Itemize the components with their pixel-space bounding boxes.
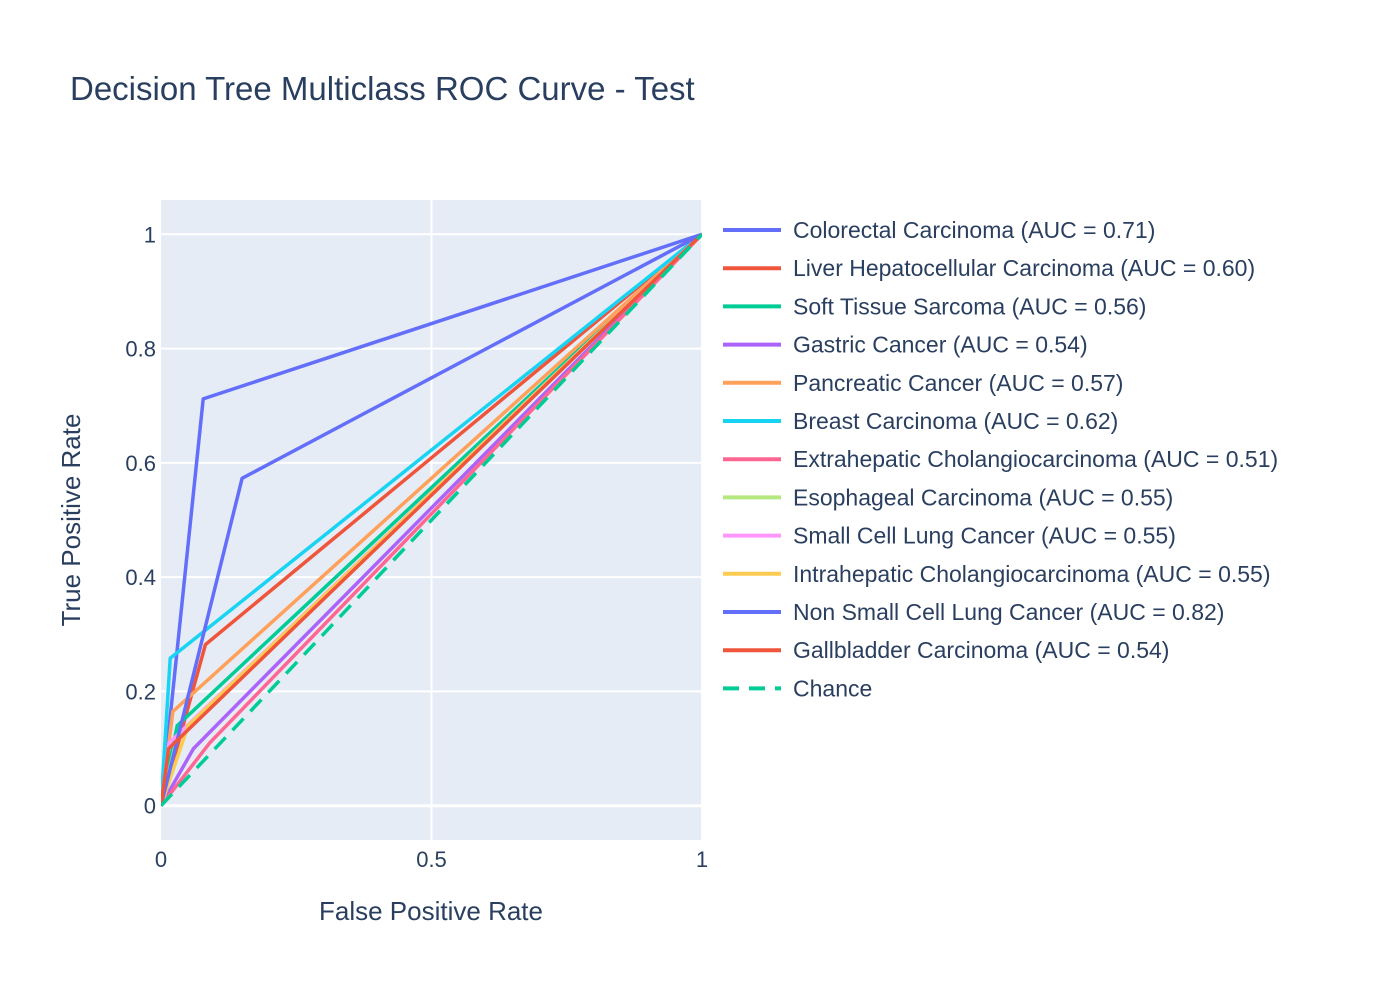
y-tick-label: 0.2	[125, 679, 156, 704]
legend-item[interactable]: Breast Carcinoma (AUC = 0.62)	[723, 408, 1118, 434]
legend-label: Breast Carcinoma (AUC = 0.62)	[793, 408, 1118, 434]
legend-item[interactable]: Pancreatic Cancer (AUC = 0.57)	[723, 370, 1123, 396]
legend-label: Chance	[793, 675, 872, 701]
chart-title: Decision Tree Multiclass ROC Curve - Tes…	[70, 70, 695, 107]
legend-label: Small Cell Lung Cancer (AUC = 0.55)	[793, 523, 1176, 549]
legend-item[interactable]: Gallbladder Carcinoma (AUC = 0.54)	[723, 637, 1169, 663]
legend-label: Pancreatic Cancer (AUC = 0.57)	[793, 370, 1123, 396]
legend-item[interactable]: Small Cell Lung Cancer (AUC = 0.55)	[723, 523, 1176, 549]
legend-label: Gallbladder Carcinoma (AUC = 0.54)	[793, 637, 1169, 663]
series-line-11	[161, 232, 702, 807]
x-tick-label: 0.5	[416, 847, 447, 872]
series-line-13	[161, 233, 702, 807]
legend-label: Soft Tissue Sarcoma (AUC = 0.56)	[793, 293, 1146, 319]
y-axis-title: True Positive Rate	[56, 414, 86, 627]
y-tick-label: 0.8	[125, 337, 156, 362]
legend-label: Gastric Cancer (AUC = 0.54)	[793, 332, 1088, 358]
series-line-7	[161, 233, 702, 807]
x-tick-label: 1	[696, 847, 708, 872]
legend-item[interactable]: Non Small Cell Lung Cancer (AUC = 0.82)	[723, 599, 1224, 625]
legend-item[interactable]: Colorectal Carcinoma (AUC = 0.71)	[723, 217, 1155, 243]
y-tick-label: 0.4	[125, 565, 156, 590]
legend-item[interactable]: Extrahepatic Cholangiocarcinoma (AUC = 0…	[723, 446, 1278, 472]
legend-label: Esophageal Carcinoma (AUC = 0.55)	[793, 484, 1173, 510]
series-line-6	[161, 232, 702, 806]
legend-label: Colorectal Carcinoma (AUC = 0.71)	[793, 217, 1155, 243]
legend-label: Extrahepatic Cholangiocarcinoma (AUC = 0…	[793, 446, 1278, 472]
legend-item[interactable]: Gastric Cancer (AUC = 0.54)	[723, 332, 1088, 358]
x-axis-title: False Positive Rate	[319, 896, 543, 926]
y-tick-label: 1	[144, 222, 156, 247]
plot-area	[161, 200, 703, 840]
y-tick-label: 0.6	[125, 451, 156, 476]
legend-item[interactable]: Soft Tissue Sarcoma (AUC = 0.56)	[723, 293, 1146, 319]
series-line-12	[161, 233, 702, 806]
series-group	[161, 232, 702, 807]
series-line-1	[161, 232, 702, 806]
legend-label: Liver Hepatocellular Carcinoma (AUC = 0.…	[793, 255, 1255, 281]
legend-item[interactable]: Chance	[723, 675, 872, 701]
legend-label: Intrahepatic Cholangiocarcinoma (AUC = 0…	[793, 561, 1271, 587]
series-line-4	[161, 233, 702, 807]
legend-label: Non Small Cell Lung Cancer (AUC = 0.82)	[793, 599, 1224, 625]
legend-item[interactable]: Liver Hepatocellular Carcinoma (AUC = 0.…	[723, 255, 1255, 281]
legend-item[interactable]: Intrahepatic Cholangiocarcinoma (AUC = 0…	[723, 561, 1271, 587]
legend: Colorectal Carcinoma (AUC = 0.71) Liver H…	[723, 217, 1278, 701]
legend-item[interactable]: Esophageal Carcinoma (AUC = 0.55)	[723, 484, 1173, 510]
y-tick-label: 0	[144, 794, 156, 819]
axis-ticks: 0 0.5 1 0 0.2 0.4 0.6 0.8 1	[125, 222, 708, 872]
x-tick-label: 0	[155, 847, 167, 872]
